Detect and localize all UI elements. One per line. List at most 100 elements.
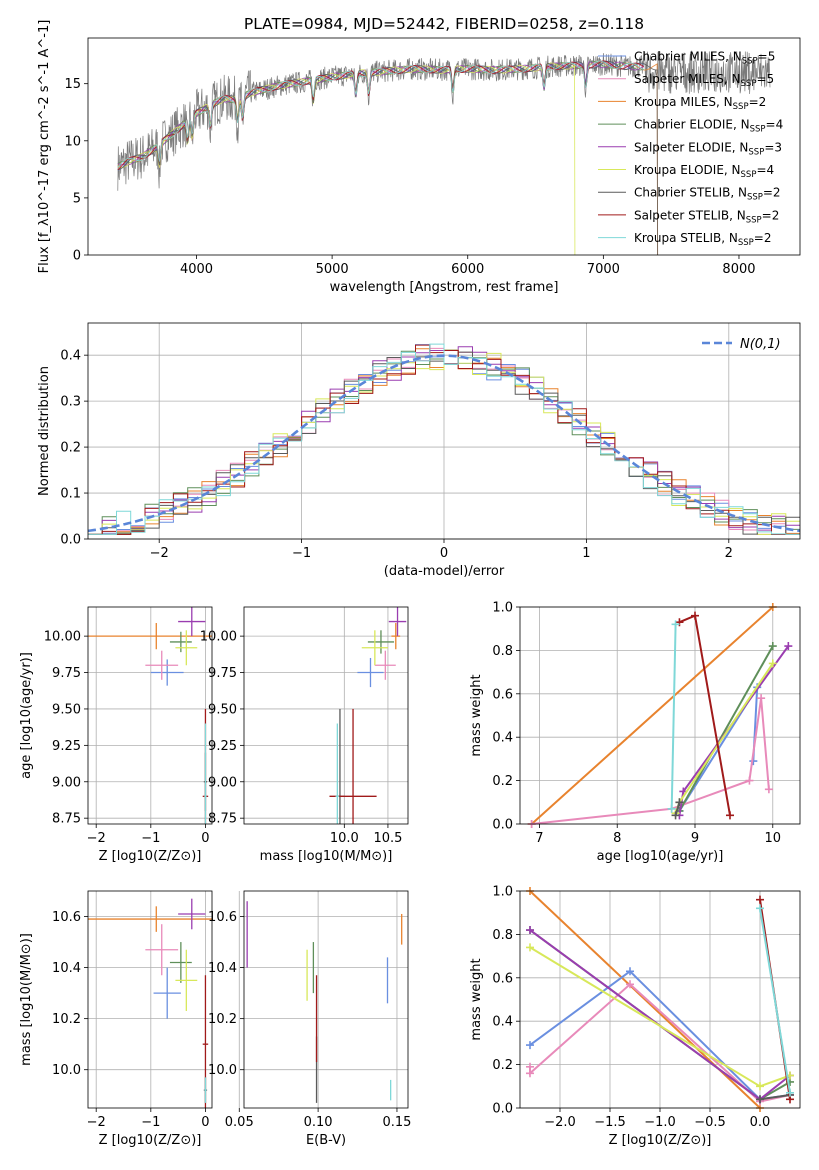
y-tick-label: 8.75 [208, 812, 237, 827]
x-axis-label: mass [log10(M/M⊙)] [260, 849, 393, 864]
y-tick-label: 0.0 [60, 533, 81, 548]
data-point [691, 611, 699, 620]
y-tick-label: 9.25 [208, 739, 237, 754]
data-point [626, 980, 634, 989]
y-tick-label: 0.2 [492, 1058, 513, 1073]
y-tick-label: 1.0 [492, 885, 513, 900]
series-line [670, 624, 677, 809]
data-layer [88, 898, 212, 1108]
normal-curve [87, 354, 801, 533]
data-point [526, 1069, 534, 1078]
legend: Chabrier MILES, NSSP=5 Salpeter MILES, NS… [598, 50, 783, 248]
data-point [671, 620, 680, 629]
x-tick-label: 6000 [451, 262, 484, 277]
legend-label-chabrier-miles: Chabrier MILES, NSSP=5 [634, 50, 775, 67]
series-line [759, 908, 791, 1093]
errorbar-kroupa-miles [391, 623, 401, 650]
series-kroupa-stelib [667, 620, 680, 813]
x-tick-label: 9 [691, 831, 699, 846]
y-tick-label: 8.75 [52, 812, 81, 827]
data-point [756, 904, 764, 913]
errorbar-salpeter-miles [374, 650, 396, 680]
data-point [526, 943, 534, 952]
errorbar-kroupa-stelib [204, 1077, 207, 1103]
y-axis-label: Normed distribution [37, 366, 52, 496]
errorbar-kroupa-elodie [361, 630, 388, 666]
y-tick-label: 10 [64, 134, 81, 149]
data-layer [527, 603, 793, 828]
y-tick-label: 10.6 [52, 910, 81, 925]
x-axis-label: E(B-V) [306, 1133, 346, 1148]
legend-label-chabrier-elodie: Chabrier ELODIE, NSSP=4 [634, 118, 783, 135]
y-axis-label: Flux [f_λ10^-17 erg cm^-2 s^-1 A^-1] [37, 20, 52, 274]
data-layer [87, 343, 801, 535]
data-point [745, 776, 754, 785]
y-axis-label: mass weight [469, 958, 484, 1040]
data-point [526, 1041, 534, 1050]
y-tick-label: 10.0 [208, 1063, 237, 1078]
axes-frame [87, 606, 213, 825]
errorbar-salpeter-miles [145, 650, 179, 680]
data-point [726, 811, 734, 820]
age-vs-mass-panel: 10.0 10.5 8.75 9.00 9.25 9.50 9.75 10.00 mass [l… [200, 606, 409, 864]
series-kroupa-stelib [756, 904, 794, 1097]
axes-frame [243, 890, 409, 1109]
x-tick-label: 10.5 [373, 831, 402, 846]
x-tick-label: −1 [141, 831, 160, 846]
grid [88, 891, 212, 1108]
data-point [768, 659, 777, 668]
x-axis-label: age [log10(age/yr)] [597, 849, 724, 864]
series-line [759, 1094, 791, 1101]
y-tick-label: 0.1 [60, 487, 81, 502]
x-tick-label: −1.5 [594, 1115, 626, 1130]
errorbar-salpeter-elodie [388, 607, 407, 637]
errorbar-kroupa-elodie [175, 630, 198, 666]
plot-area [244, 607, 408, 824]
x-axis-label: Z [log10(Z/Z⊙)] [99, 849, 202, 864]
legend-label-chabrier-stelib: Chabrier STELIB, NSSP=2 [634, 186, 781, 203]
data-layer [329, 607, 407, 824]
data-point [756, 1082, 764, 1091]
y-tick-label: 0.4 [492, 1015, 513, 1030]
axes-frame [243, 606, 409, 825]
axes-frame [87, 322, 801, 540]
y-tick-label: 10.4 [208, 961, 237, 976]
x-axis-label: Z [log10(Z/Z⊙)] [99, 1133, 202, 1148]
x-tick-label: 10.0 [330, 831, 359, 846]
legend-label-kroupa-miles: Kroupa MILES, NSSP=2 [634, 95, 766, 112]
data-layer [526, 887, 794, 1112]
y-tick-label: 1.0 [492, 601, 513, 616]
errorbar-chabrier-miles [357, 657, 384, 688]
errorbar-salpeter-elodie [178, 607, 206, 637]
x-tick-label: 0.10 [304, 1115, 333, 1130]
x-tick-label: 8 [613, 831, 621, 846]
grid [244, 607, 408, 824]
model-spectrum-chabrier-stelib [117, 60, 659, 256]
histogram-kroupa-stelib [88, 343, 800, 535]
data-point [786, 1088, 794, 1097]
mass-weight-vs-age-panel: 7 8 9 10 0.0 0.2 0.4 0.6 0.8 1.0 age [log10(age/yr… [469, 601, 801, 864]
x-tick-label: −2 [87, 1115, 106, 1130]
x-tick-label: 0.0 [750, 1115, 771, 1130]
errorbar-chabrier-elodie [367, 630, 395, 654]
data-point [784, 642, 793, 651]
model-spectrum-kroupa-stelib [117, 60, 644, 168]
data-point [768, 642, 777, 651]
errorbar-salpeter-elodie [178, 898, 206, 930]
errorbar-kroupa-elodie [175, 949, 198, 1011]
y-tick-label: 0.8 [492, 928, 513, 943]
legend-label-salpeter-stelib: Salpeter STELIB, NSSP=2 [634, 208, 779, 225]
y-tick-label: 10.4 [52, 961, 81, 976]
data-point [756, 895, 764, 904]
y-tick-label: 9.00 [52, 775, 81, 790]
y-tick-label: 0.6 [492, 687, 513, 702]
y-tick-label: 9.75 [52, 666, 81, 681]
legend-label-normal: N(0,1) [740, 337, 781, 352]
data-layer [117, 50, 771, 256]
x-tick-label: −1.0 [644, 1115, 676, 1130]
plot-area [520, 607, 800, 824]
series-line [678, 645, 774, 812]
data-point [757, 694, 766, 703]
y-tick-label: 9.00 [208, 775, 237, 790]
